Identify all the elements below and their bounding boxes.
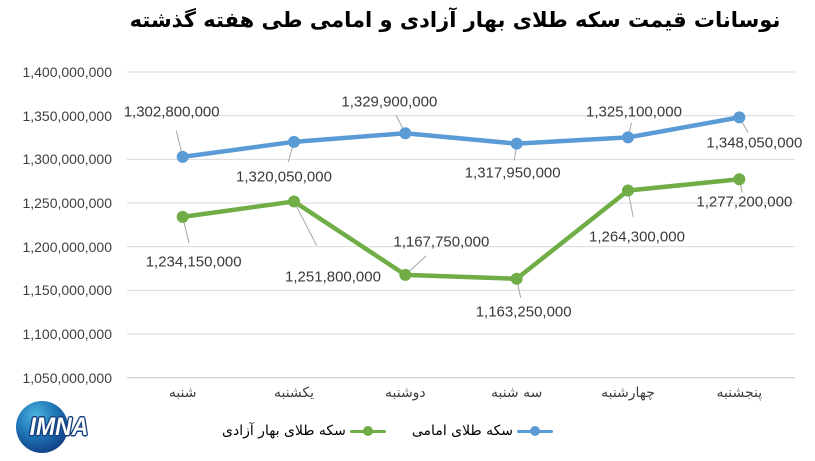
x-axis-label: چهارشنبه [601, 385, 655, 401]
data-label: 1,302,800,000 [123, 103, 220, 121]
data-point [622, 131, 634, 144]
chart-title: نوسانات قیمت سکه طلای بهار آزادی و امامی… [129, 8, 781, 32]
data-point [733, 111, 746, 124]
data-label: 1,167,750,000 [393, 233, 490, 251]
logo-globe-icon [16, 401, 68, 453]
y-tick-label: 1,300,000,000 [22, 151, 112, 168]
data-point [288, 135, 300, 148]
data-point [733, 173, 746, 186]
x-axis-label: پنجشنبه [716, 385, 763, 401]
y-tick-label: 1,250,000,000 [22, 195, 112, 211]
data-label: 1,277,200,000 [696, 193, 793, 211]
logo-text: IMNA [29, 413, 89, 441]
series-line [180, 115, 742, 160]
legend-dot [530, 426, 541, 436]
data-label: 1,329,900,000 [341, 93, 438, 111]
y-tick-label: 1,350,000,000 [22, 107, 112, 124]
data-label: 1,348,050,000 [706, 134, 803, 152]
data-label: 1,264,300,000 [589, 228, 685, 246]
data-point [399, 268, 412, 281]
legend-dot [362, 426, 373, 436]
y-tick-label: 1,100,000,000 [22, 326, 112, 343]
y-tick-label: 1,150,000,000 [22, 282, 112, 299]
y-tick-label: 1,400,000,000 [22, 64, 112, 80]
y-tick-label: 1,200,000,000 [22, 238, 112, 255]
data-point [176, 150, 189, 163]
legend-item: سکه طلای امامی [411, 423, 554, 439]
data-label: 1,320,050,000 [236, 168, 332, 186]
x-axis-label: شنبه [168, 385, 197, 401]
y-tick-label: 1,050,000,000 [22, 369, 112, 386]
legend-item: سکه طلای بهار آزادی [222, 423, 386, 439]
data-label: 1,163,250,000 [475, 303, 572, 321]
legend-line-marker-icon [517, 425, 554, 438]
x-axis-label: یکشنبه [273, 385, 315, 401]
legend-label: سکه طلای امامی [411, 423, 514, 439]
data-label: 1,234,150,000 [145, 253, 242, 271]
legend-label: سکه طلای بهار آزادی [222, 423, 346, 439]
x-axis-label: دوشنبه [384, 385, 426, 401]
data-label: 1,325,100,000 [586, 103, 682, 121]
data-point [399, 127, 412, 140]
label-leader-line [293, 201, 318, 246]
data-label: 1,317,950,000 [464, 164, 561, 182]
data-point [622, 184, 634, 197]
series-line [180, 177, 742, 282]
data-label: 1,251,800,000 [285, 268, 381, 286]
legend: سکه طلای بهار آزادی سکه طلای امامی [222, 423, 554, 439]
x-axis-label: سه شنبه [490, 385, 543, 401]
legend-line-marker-icon [349, 425, 386, 438]
imna-logo: IMNA [10, 398, 106, 458]
data-point [510, 137, 523, 150]
data-point [510, 272, 523, 285]
data-point [288, 195, 300, 208]
data-point [176, 210, 189, 223]
